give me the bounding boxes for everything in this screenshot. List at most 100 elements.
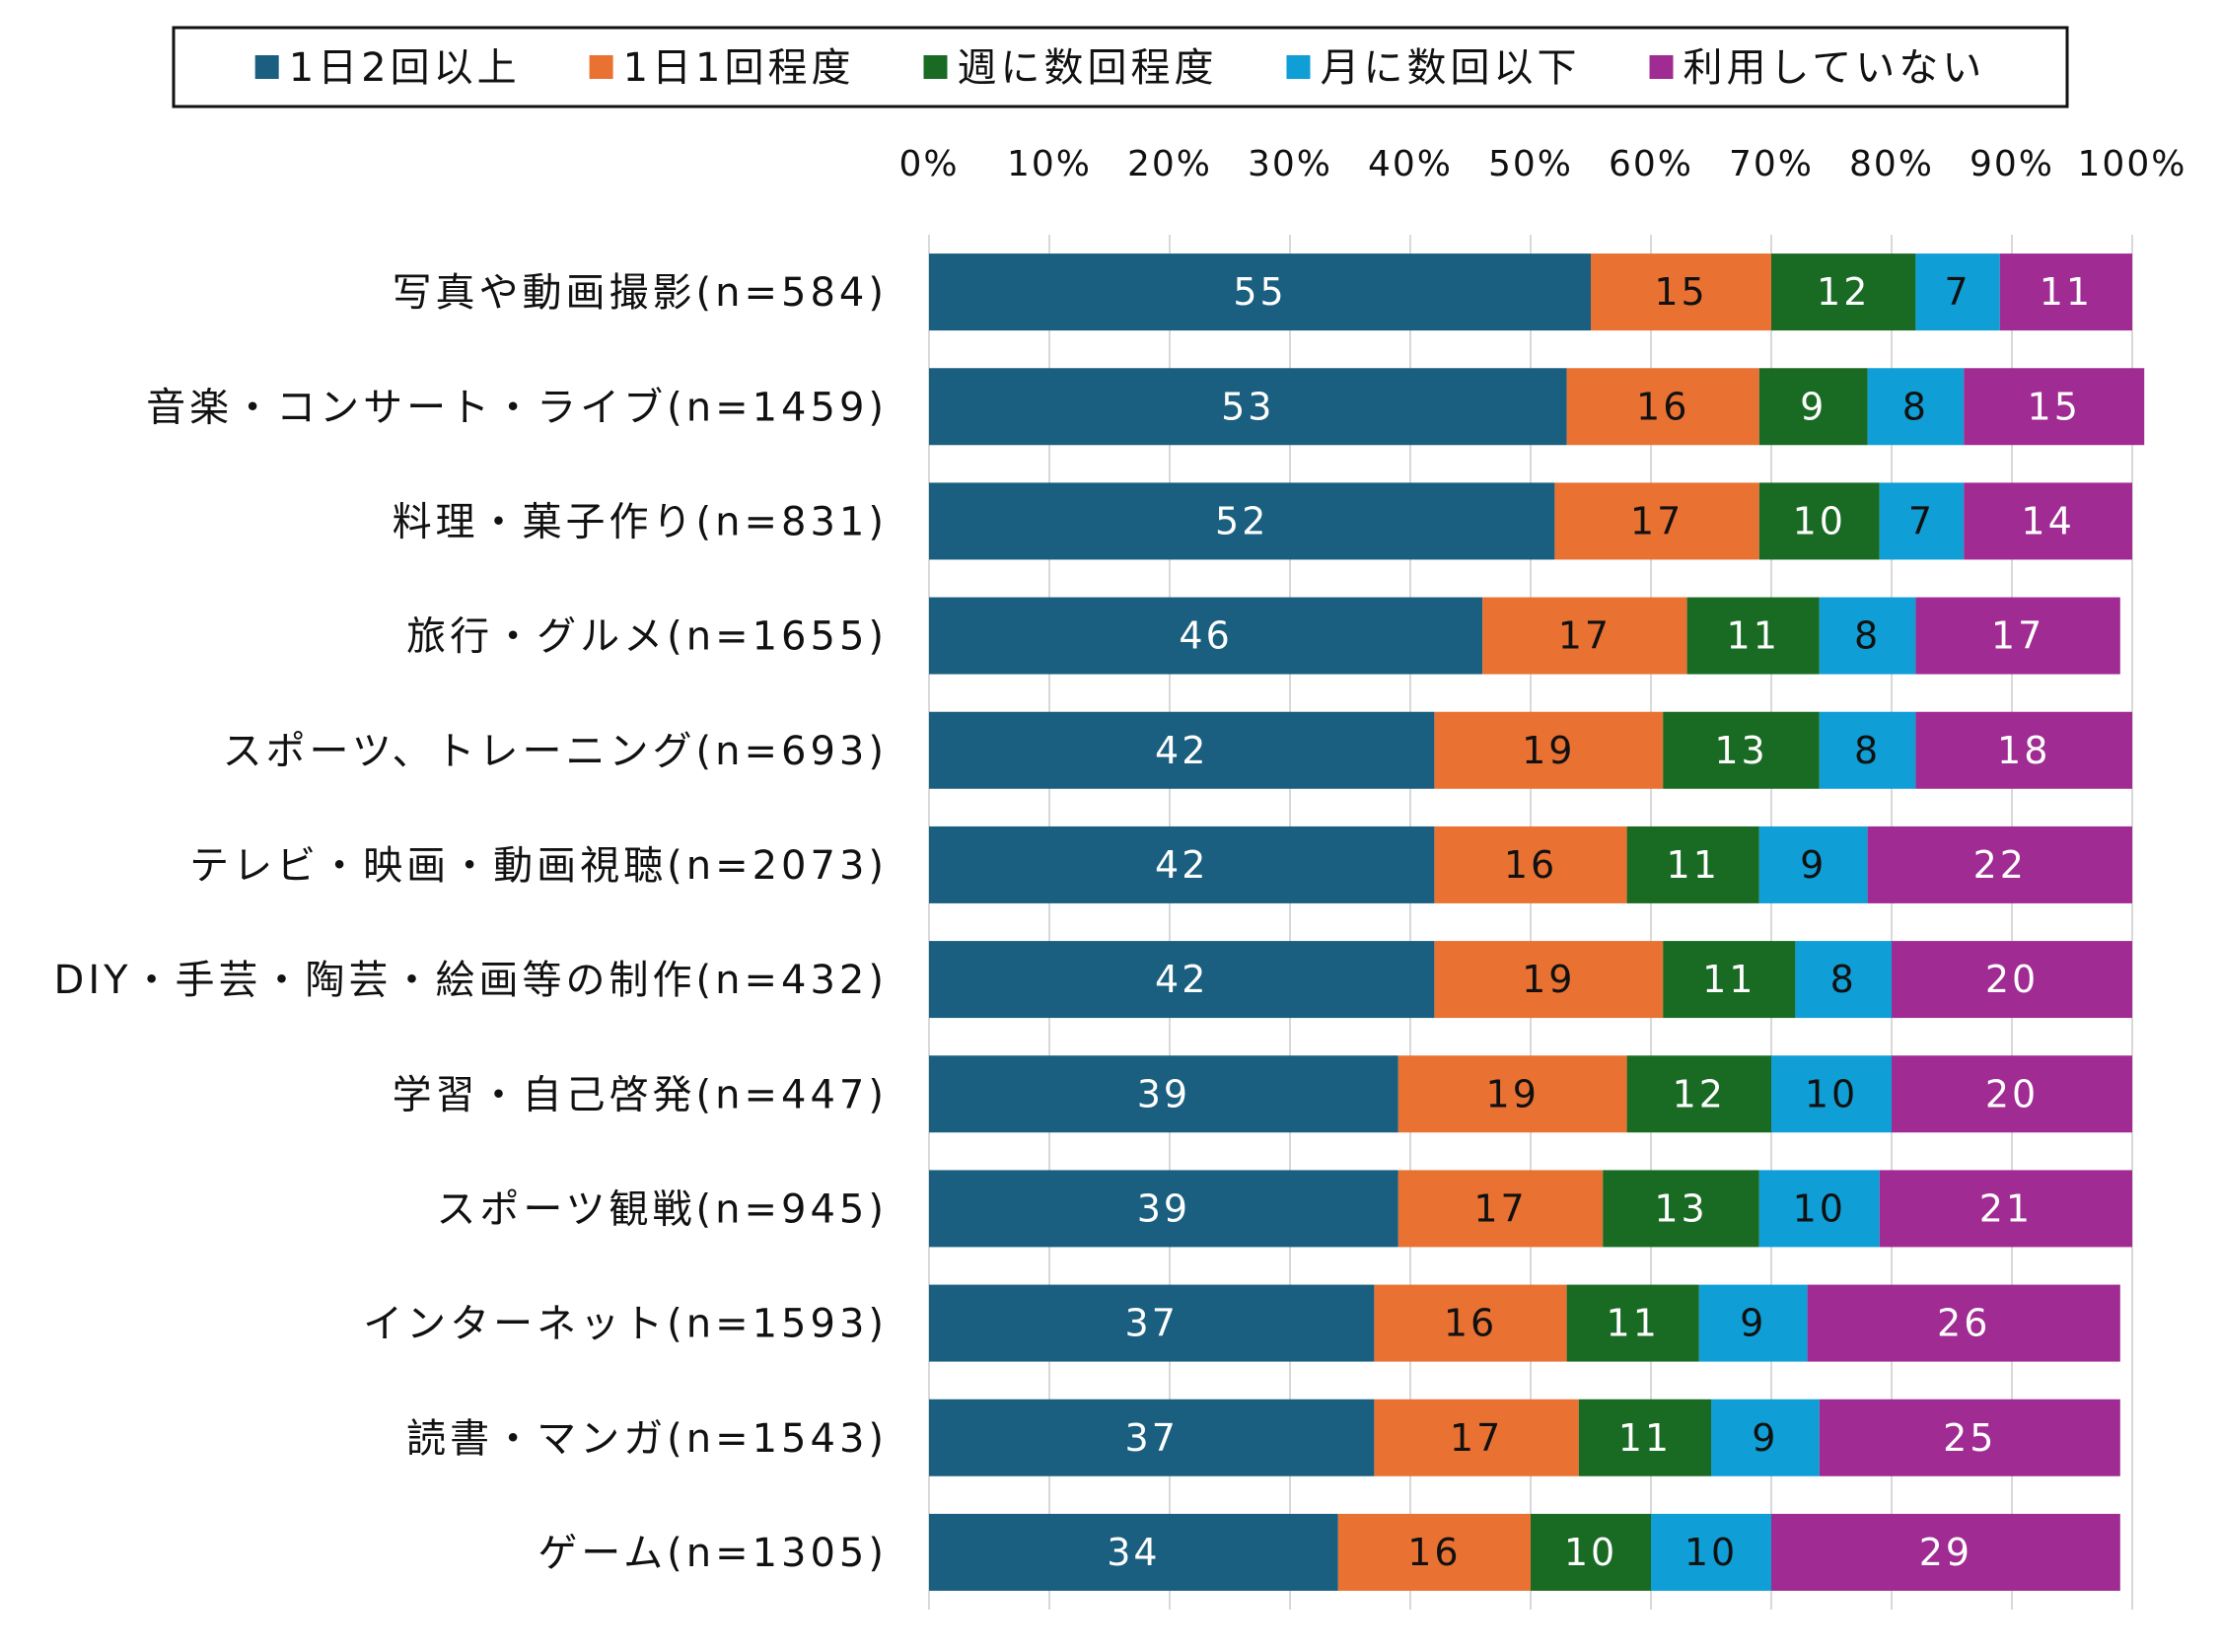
bar-segment [1879,1170,2132,1248]
data-label: 11 [1667,843,1720,887]
category-label: DIY・手芸・陶芸・絵画等の制作(n=432) [54,958,888,1003]
data-label: 11 [1702,958,1755,1001]
x-tick-label: 0% [898,144,959,184]
data-label: 16 [1444,1302,1497,1345]
bar-segment [1999,253,2132,331]
data-label: 10 [1805,1072,1858,1115]
data-label: 14 [2021,499,2074,542]
bar-segment [929,597,1483,675]
x-tick-label: 30% [1248,144,1332,184]
data-label: 9 [1800,385,1827,428]
x-tick-label: 40% [1368,144,1453,184]
x-axis-ticks: 0% 10% 20% 30% 40% 50% 60% 70% 80% 90% 100% [898,144,2185,184]
category-label: 写真や動画撮影(n=584) [393,270,888,316]
category-label: 料理・菓子作り(n=831) [393,499,888,544]
category-label: テレビ・映画・動画視聴(n=2073) [189,843,888,889]
data-label: 42 [1155,843,1208,887]
bar-segment [1867,826,2132,903]
data-label: 37 [1125,1302,1179,1345]
bar-segment [1915,253,2000,331]
bar-segment [1758,826,1868,903]
bar-segment [929,1055,1398,1133]
data-label: 34 [1107,1531,1160,1574]
data-label: 17 [1991,614,2044,658]
data-label: 9 [1752,1416,1778,1460]
bar-segment [1434,941,1664,1019]
legend-swatch [1286,55,1311,79]
bar-segment [1867,368,1965,446]
legend: 1日2回以上 1日1回程度 週に数回程度 月に数回以下 利用していない [254,45,1981,91]
legend-box [172,26,2069,108]
category-label: スポーツ観戦(n=945) [436,1186,888,1232]
bars: 55 15 12 7 11 53 16 9 8 15 52 17 10 7 14 46 17 11 8 17 42 19 1… [929,253,2145,1591]
data-label: 17 [1473,1186,1527,1230]
data-label: 8 [1854,614,1881,658]
data-label: 37 [1125,1416,1179,1460]
bar-segment [1482,597,1687,675]
data-label: 26 [1937,1302,1990,1345]
bar-segment [1566,1284,1699,1362]
bar-segment [1819,597,1916,675]
legend-label: 週に数回程度 [958,45,1218,91]
data-label: 11 [1607,1302,1660,1345]
bar-segment [1397,1170,1604,1248]
bar-segment [1397,1055,1627,1133]
data-label: 10 [1793,499,1846,542]
data-label: 46 [1179,614,1232,658]
category-label: 学習・自己啓発(n=447) [393,1072,888,1117]
x-tick-label: 50% [1488,144,1573,184]
bar-segment [1698,1284,1808,1362]
bar-segment [1819,711,1916,789]
bar-segment [1711,1399,1820,1476]
data-label: 25 [1943,1416,1996,1460]
data-label: 19 [1522,958,1575,1001]
data-label: 12 [1817,270,1870,314]
legend-item: 1日2回以上 [254,45,521,91]
bar-segment [1807,1284,2120,1362]
data-label: 8 [1854,729,1881,772]
bar-segment [1663,711,1820,789]
x-tick-label: 10% [1007,144,1092,184]
legend-item: 1日1回程度 [589,45,855,91]
data-label: 20 [1985,958,2039,1001]
data-label: 10 [1564,1531,1617,1574]
data-label: 17 [1558,614,1612,658]
bar-segment [929,482,1555,560]
data-label: 55 [1233,270,1286,314]
legend-label: 1日1回程度 [623,45,855,91]
bar-segment [1651,1513,1771,1591]
data-label: 22 [1973,843,2027,887]
bar-segment [929,941,1435,1019]
data-label: 7 [1945,270,1971,314]
data-label: 19 [1486,1072,1540,1115]
bar-segment [1795,941,1892,1019]
legend-item: 週に数回程度 [923,45,1218,91]
data-label: 12 [1673,1072,1726,1115]
data-label: 13 [1714,729,1767,772]
bar-segment [1578,1399,1711,1476]
x-tick-label: 90% [1970,144,2054,184]
data-label: 9 [1740,1302,1766,1345]
bar-segment [1915,711,2132,789]
data-label: 7 [1908,499,1935,542]
bar-segment [1626,826,1759,903]
bar-segment [1531,1513,1651,1591]
bar-segment [1337,1513,1531,1591]
category-label: インターネット(n=1593) [363,1302,888,1347]
bar-segment [1434,711,1664,789]
data-label: 13 [1654,1186,1707,1230]
bar-segment [1374,1399,1579,1476]
data-label: 42 [1155,729,1208,772]
data-label: 15 [2028,385,2081,428]
bar-segment [929,1399,1375,1476]
x-tick-label: 60% [1609,144,1693,184]
data-label: 52 [1215,499,1268,542]
data-label: 29 [1919,1531,1972,1574]
legend-items: 1日2回以上 1日1回程度 週に数回程度 月に数回以下 利用していない [254,45,1981,91]
data-label: 17 [1450,1416,1503,1460]
legend-label: 1日2回以上 [289,45,521,91]
data-label: 10 [1684,1531,1738,1574]
bar-segment [1819,1399,2120,1476]
bar-segment [1758,368,1868,446]
